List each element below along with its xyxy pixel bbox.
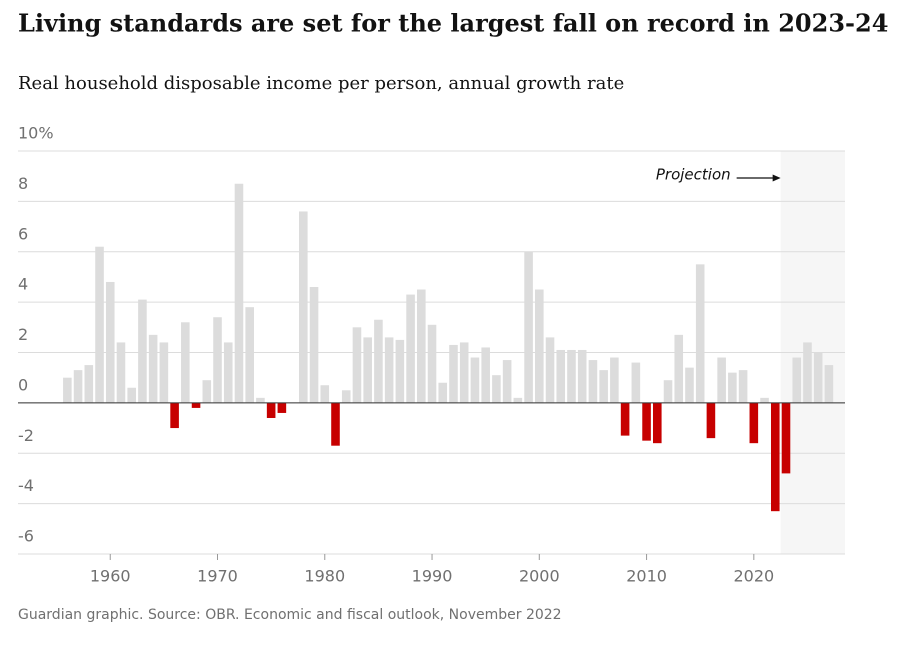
bar <box>513 397 523 403</box>
bar <box>202 380 212 403</box>
bar <box>781 402 791 474</box>
bar <box>352 327 362 403</box>
bar <box>63 377 72 403</box>
bar <box>492 375 501 403</box>
bar <box>116 342 126 403</box>
bar <box>245 307 254 403</box>
bar <box>299 211 308 403</box>
bar <box>631 362 641 403</box>
bar <box>95 246 104 403</box>
bar <box>234 183 244 403</box>
x-tick-label: 1980 <box>304 567 345 586</box>
bar <box>84 365 94 403</box>
bar <box>481 347 490 403</box>
bar <box>770 402 780 512</box>
bar <box>438 382 448 403</box>
bar <box>181 322 190 403</box>
source: Guardian graphic. Source: OBR. Economic … <box>18 607 562 623</box>
bar <box>417 289 426 403</box>
y-tick-label: -6 <box>18 527 34 546</box>
x-tick-label: 1990 <box>412 567 453 586</box>
bar <box>792 357 802 403</box>
bar <box>545 337 555 403</box>
y-tick-label: 10% <box>18 124 54 143</box>
y-tick-label: 2 <box>18 325 28 344</box>
bar <box>738 370 748 403</box>
bar <box>567 349 576 403</box>
y-tick-label: 8 <box>18 174 28 193</box>
chart-subtitle: Real household disposable income per per… <box>18 73 624 94</box>
bar <box>588 360 598 403</box>
annotation: Projection <box>656 166 731 184</box>
bar <box>524 251 533 403</box>
bar <box>170 402 179 429</box>
bar <box>277 402 287 413</box>
bar <box>395 339 405 403</box>
bar <box>674 334 684 403</box>
bar <box>191 402 201 408</box>
bar <box>73 370 83 403</box>
bar <box>363 337 372 403</box>
bar <box>374 319 383 403</box>
y-tick-label: -2 <box>18 426 34 445</box>
bar <box>470 357 480 403</box>
bar <box>127 387 136 403</box>
y-tick-label: 6 <box>18 224 28 243</box>
arrow-head <box>772 174 781 182</box>
bar <box>803 342 812 403</box>
bar <box>610 357 619 403</box>
x-tick-label: 1960 <box>90 567 131 586</box>
x-tick-label: 2020 <box>733 567 774 586</box>
bar <box>642 402 651 441</box>
x-tick-label: 1970 <box>197 567 238 586</box>
bar <box>384 337 394 403</box>
bar <box>406 294 415 403</box>
bar <box>652 402 662 444</box>
y-tick-label: 4 <box>18 275 28 294</box>
bar <box>213 317 222 403</box>
bar <box>341 390 351 403</box>
bar <box>320 385 330 403</box>
x-tick-label: 2000 <box>519 567 560 586</box>
bar <box>577 349 587 403</box>
bar <box>309 287 319 403</box>
bar <box>266 402 276 418</box>
x-tick-label: 2010 <box>626 567 667 586</box>
bar <box>717 357 726 403</box>
bar <box>159 342 169 403</box>
bar <box>749 402 759 444</box>
bar <box>599 370 608 403</box>
bar <box>824 365 834 403</box>
bar <box>459 342 469 403</box>
bar <box>223 342 233 403</box>
bar <box>502 360 512 403</box>
bar <box>728 372 737 403</box>
bar <box>685 367 694 403</box>
bar <box>706 402 716 439</box>
bar <box>256 397 265 403</box>
bar <box>556 349 566 403</box>
chart-title: Living standards are set for the largest… <box>18 9 888 38</box>
bar <box>427 324 437 403</box>
bar <box>695 264 705 403</box>
bar <box>331 402 340 446</box>
y-tick-label: -4 <box>18 476 34 495</box>
bar <box>449 344 458 403</box>
y-tick-label: 0 <box>18 375 28 394</box>
bar <box>138 299 147 403</box>
bar <box>105 281 115 403</box>
bar <box>663 380 673 403</box>
bar <box>760 397 769 403</box>
bar <box>813 352 823 403</box>
bar <box>620 402 630 436</box>
bar <box>148 334 158 403</box>
bar <box>535 289 544 403</box>
